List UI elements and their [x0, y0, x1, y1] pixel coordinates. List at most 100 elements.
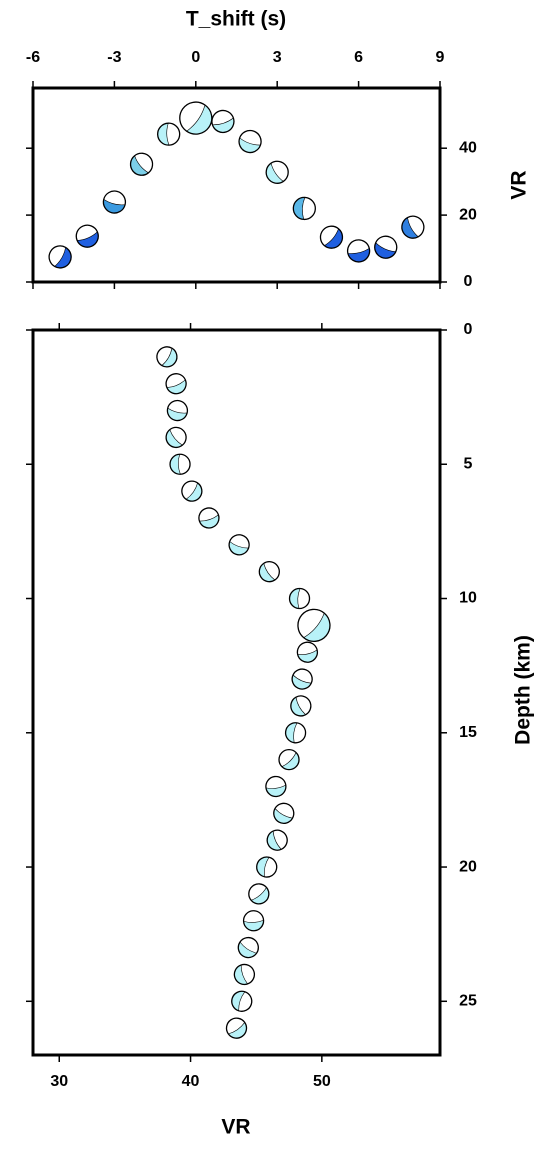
beachball-outline: [290, 695, 312, 717]
beachball-outline: [319, 225, 344, 249]
y-tick-label: 15: [459, 724, 477, 741]
y-tick-label: 10: [459, 590, 477, 607]
beachball: [237, 936, 259, 959]
beachball: [181, 480, 203, 502]
beachball-dilatation: [243, 910, 264, 923]
beachball-outline: [258, 561, 280, 583]
beachball: [258, 561, 280, 583]
beachball: [296, 641, 319, 663]
beachball-dilatation: [297, 588, 310, 609]
beachball-outline: [265, 160, 289, 184]
beachball-outline: [288, 587, 311, 610]
beachball-outline: [346, 239, 371, 263]
beachball: [292, 196, 316, 221]
beachball: [165, 426, 187, 449]
beachball: [319, 225, 344, 249]
beachball: [238, 129, 262, 154]
beachball-outline: [242, 910, 265, 932]
x-axis-title: VR: [221, 1116, 250, 1139]
beachball-outline: [231, 990, 253, 1012]
beachball-outline: [166, 399, 189, 422]
beachball: [265, 160, 289, 184]
x-tick-label: 0: [191, 49, 200, 66]
beachball-outline: [156, 346, 178, 368]
beachball: [198, 507, 220, 529]
x-axis-title: T_shift (s): [186, 8, 286, 31]
beachball-outline: [211, 109, 235, 134]
beachball: [297, 608, 331, 643]
beachball-outline: [284, 722, 307, 744]
beachball-dilatation: [177, 453, 191, 475]
beachball: [265, 775, 287, 798]
beachball: [75, 224, 99, 248]
beachball-outline: [233, 963, 256, 986]
beachball-outline: [48, 245, 72, 269]
beachball: [291, 668, 313, 690]
beachball-outline: [102, 190, 127, 214]
beachball: [157, 122, 181, 146]
beachball: [228, 534, 250, 556]
beachball-outline: [265, 775, 287, 798]
x-tick-label: -6: [26, 49, 40, 66]
y-tick-label: 20: [459, 206, 477, 223]
beachball-outline: [198, 507, 220, 529]
beachball: [165, 373, 187, 395]
beachball: [231, 990, 253, 1012]
y-axis-title: Depth (km): [512, 635, 535, 745]
beachball-outline: [297, 608, 331, 643]
beachball-outline: [238, 129, 262, 154]
beachball-outline: [256, 856, 278, 878]
plot-frame: [31, 328, 442, 1057]
beachball-outline: [296, 641, 319, 663]
beachball-outline: [292, 196, 316, 221]
beachball: [156, 346, 178, 368]
beachball: [48, 245, 72, 269]
beachball-outline: [228, 534, 250, 556]
x-tick-label: -3: [107, 49, 121, 66]
beachball: [169, 453, 191, 475]
beachball-outline: [374, 235, 398, 259]
beachball-outline: [169, 453, 191, 475]
beachball-outline: [401, 215, 425, 239]
beachball-outline: [157, 122, 181, 146]
beachball: [233, 963, 256, 986]
beachball-outline: [165, 426, 187, 449]
y-tick-label: 20: [459, 858, 477, 875]
beachball: [266, 829, 288, 851]
beachball-outline: [179, 101, 213, 135]
y-tick-label: 25: [459, 993, 477, 1010]
beachball-outline: [225, 1017, 248, 1039]
beachball-outline: [237, 936, 259, 959]
beachball: [129, 152, 154, 176]
beachball-outline: [273, 802, 295, 824]
x-tick-label: 3: [273, 49, 282, 66]
beachball: [102, 190, 127, 214]
beachball: [288, 587, 311, 610]
beachball-outline: [266, 829, 288, 851]
beachball: [242, 910, 265, 932]
beachball: [401, 215, 425, 239]
y-axis-title: VR: [508, 170, 531, 199]
beachball: [278, 748, 300, 771]
beachball: [346, 239, 371, 263]
plot-frame: [31, 86, 442, 284]
x-tick-label: 50: [313, 1073, 331, 1090]
x-tick-label: 6: [354, 49, 363, 66]
y-tick-label: 0: [464, 273, 473, 290]
x-tick-label: 9: [436, 49, 445, 66]
beachball-outline: [75, 224, 99, 248]
beachball-outline: [248, 883, 270, 905]
y-tick-label: 0: [464, 321, 473, 338]
x-tick-label: 30: [50, 1073, 68, 1090]
beachball: [256, 856, 278, 878]
beachball-dilatation: [302, 197, 316, 220]
beachball-outline: [278, 748, 300, 771]
beachball-dilatation: [166, 122, 180, 146]
beachball-outline: [129, 152, 154, 176]
beachball: [179, 101, 213, 135]
y-tick-label: 5: [464, 455, 473, 472]
x-tick-label: 40: [182, 1073, 200, 1090]
beachball: [284, 722, 307, 744]
beachball: [273, 802, 295, 824]
